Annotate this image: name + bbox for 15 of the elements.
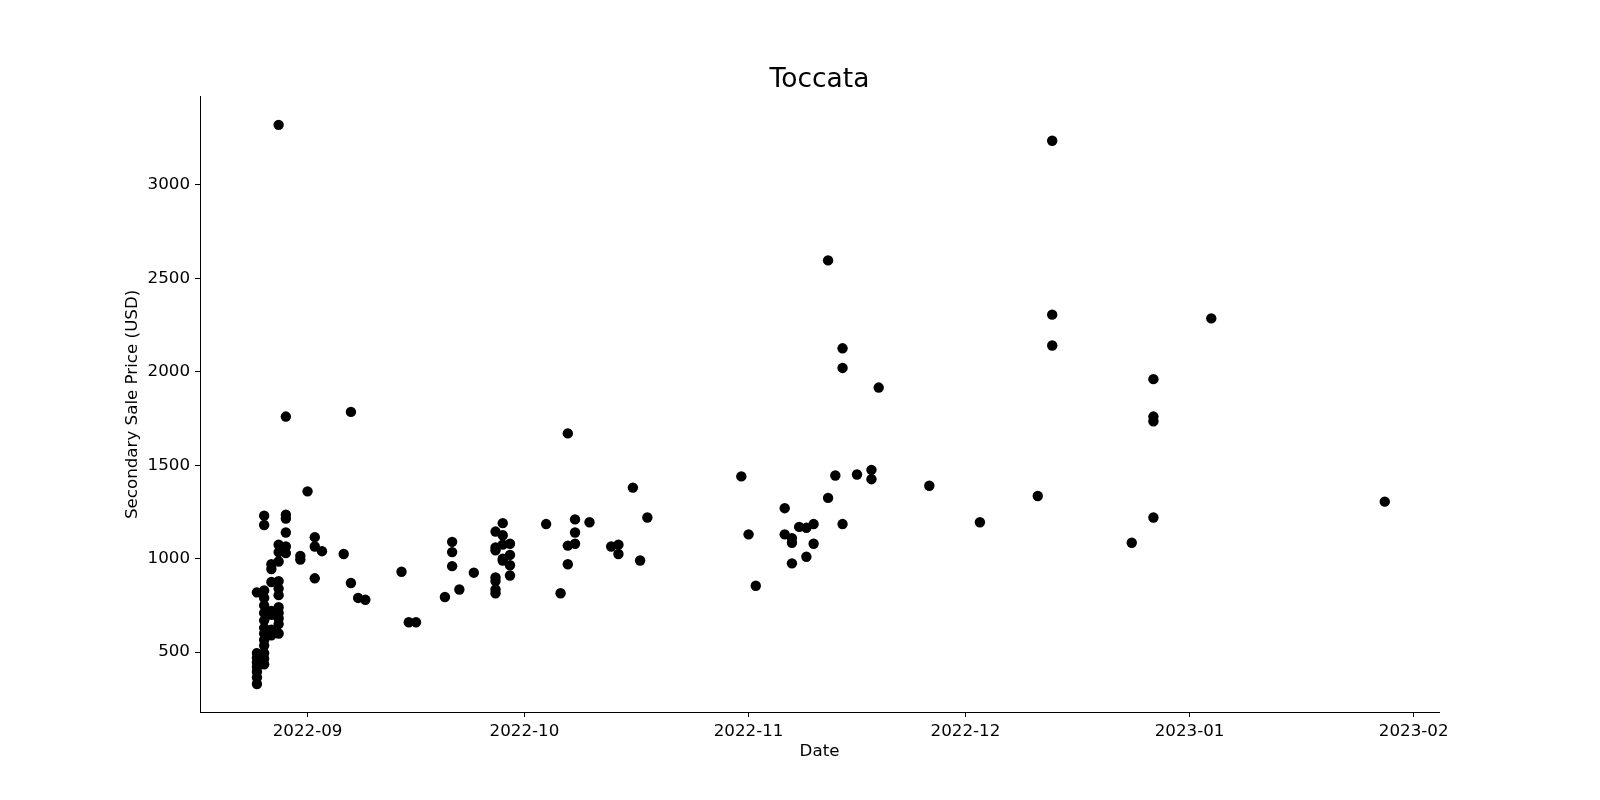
y-tick-label: 3000 xyxy=(147,173,190,194)
x-tick-label: 2022-11 xyxy=(713,720,784,741)
y-axis-title: Secondary Sale Price (USD) xyxy=(121,289,142,520)
x-tick-label: 2022-12 xyxy=(930,720,1001,741)
x-tick-label: 2022-10 xyxy=(489,720,560,741)
y-tick-label: 500 xyxy=(158,640,190,661)
y-tick-label: 2500 xyxy=(147,266,190,287)
x-axis-title: Date xyxy=(799,740,840,761)
chart-title: Toccata xyxy=(768,61,870,93)
y-tick-label: 2000 xyxy=(147,360,190,381)
y-tick-label: 1000 xyxy=(147,547,190,567)
x-tick-label: 2023-01 xyxy=(1154,720,1225,741)
x-tick-label: 2022-09 xyxy=(272,720,343,741)
x-tick-label: 2023-02 xyxy=(1378,720,1449,741)
y-tick-label: 1500 xyxy=(147,453,190,474)
